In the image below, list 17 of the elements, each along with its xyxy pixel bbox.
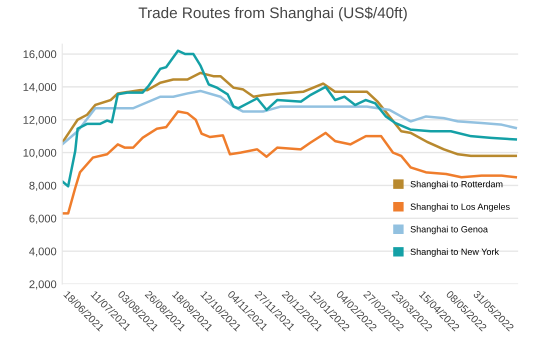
y-tick-label: 16,000 bbox=[24, 50, 56, 60]
y-tick-label: 8,000 bbox=[29, 182, 56, 191]
line-series bbox=[62, 90, 518, 146]
y-tick-label: 6,000 bbox=[29, 214, 56, 224]
y-tick-label: 14,000 bbox=[24, 83, 56, 92]
y-tick-label: 10,000 bbox=[24, 148, 56, 158]
y-tick-label: 2,000 bbox=[29, 280, 56, 290]
line-series bbox=[62, 72, 518, 158]
y-tick-label: 4,000 bbox=[29, 247, 56, 257]
line-series bbox=[62, 49, 518, 188]
legend-label: Shanghai to Rotterdam bbox=[410, 180, 502, 190]
legend-label: Shanghai to Los Angeles bbox=[410, 203, 510, 212]
y-tick-label: 12,000 bbox=[24, 116, 56, 126]
chart-title: Trade Routes from Shanghai (US$/40ft) bbox=[138, 6, 407, 22]
line-series bbox=[62, 110, 518, 215]
legend-label: Shanghai to Genoa bbox=[410, 226, 488, 234]
legend-label: Shanghai to New York bbox=[410, 248, 500, 257]
